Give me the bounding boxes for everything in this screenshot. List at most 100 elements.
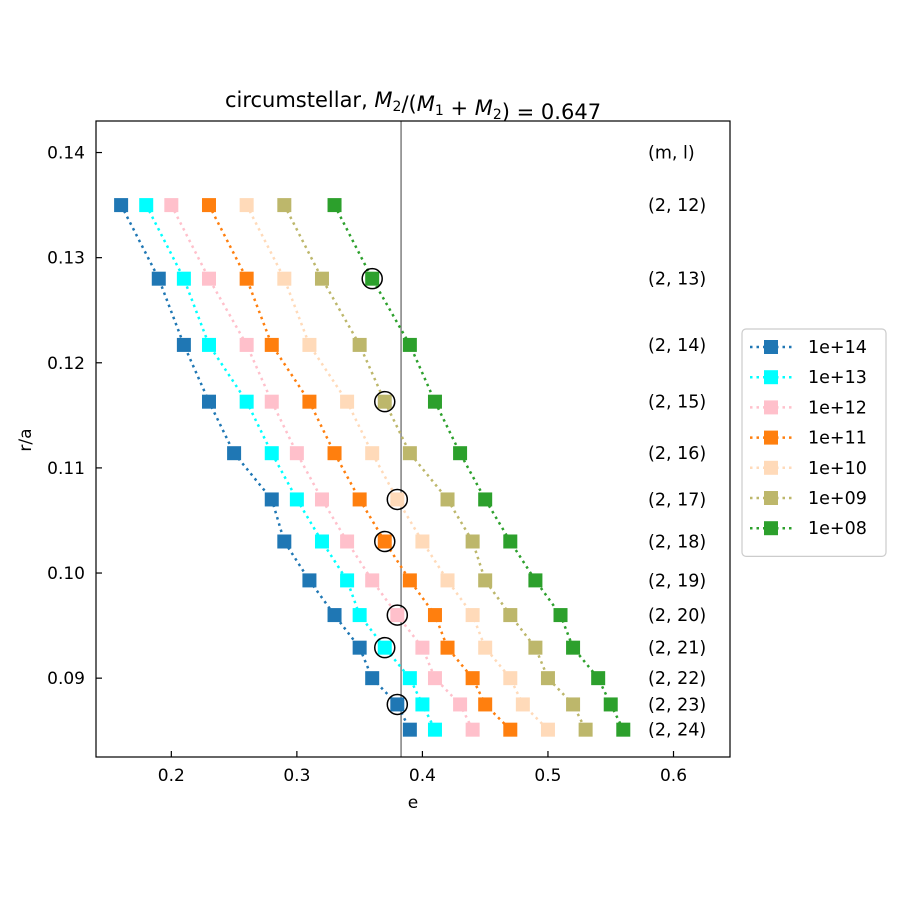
data-point <box>176 271 191 286</box>
plot-area <box>114 121 631 757</box>
series-1e+13 <box>139 198 442 737</box>
legend-label: 1e+09 <box>808 489 867 509</box>
data-point <box>264 337 279 352</box>
data-point <box>528 640 543 655</box>
row-labels: (m, l) (2, 12) (2, 13) (2, 14) (2, 15) (2, 16… <box>648 144 706 741</box>
legend-label: 1e+10 <box>808 459 867 479</box>
data-point <box>201 271 216 286</box>
data-point <box>201 337 216 352</box>
data-point <box>478 640 493 655</box>
data-point <box>427 671 442 686</box>
data-point <box>365 446 380 461</box>
row-label: (2, 24) <box>648 721 706 741</box>
series-1e+08 <box>327 198 631 737</box>
x-tick-label: 0.6 <box>660 766 687 786</box>
data-point <box>566 697 581 712</box>
data-point <box>402 573 417 588</box>
y-axis-label: r/a <box>16 428 36 451</box>
legend-item: 1e+13 <box>750 368 867 388</box>
legend: 1e+14 1e+13 1e+12 1e+11 1e+10 1e+09 1e+08 <box>741 328 887 557</box>
data-point <box>314 534 329 549</box>
row-label: (2, 13) <box>648 270 706 290</box>
circled-point <box>374 636 396 659</box>
legend-item: 1e+08 <box>750 519 867 539</box>
data-point <box>440 640 455 655</box>
data-point <box>327 198 342 213</box>
data-point <box>289 446 304 461</box>
x-axis-label: e <box>408 793 418 813</box>
legend-marker <box>764 400 778 415</box>
data-point <box>503 608 518 623</box>
data-point <box>503 671 518 686</box>
data-point <box>164 198 179 213</box>
legend-item: 1e+11 <box>750 429 867 449</box>
data-point <box>566 640 581 655</box>
y-tick-label: 0.09 <box>47 669 85 689</box>
data-point <box>390 492 405 507</box>
x-tick-label: 0.2 <box>158 766 185 786</box>
data-point <box>415 640 430 655</box>
data-point <box>427 394 442 409</box>
data-point <box>352 608 367 623</box>
legend-marker <box>764 460 778 475</box>
series-1e+10 <box>239 198 555 737</box>
row-label: (2, 16) <box>648 444 706 464</box>
row-label: (2, 14) <box>648 336 706 356</box>
data-point <box>515 697 530 712</box>
data-point <box>365 573 380 588</box>
data-point <box>302 573 317 588</box>
data-point <box>591 671 606 686</box>
data-point <box>365 671 380 686</box>
data-point <box>553 608 568 623</box>
circled-point <box>386 693 409 716</box>
y-tick-label: 0.14 <box>47 144 85 164</box>
data-point <box>465 722 480 737</box>
data-point <box>390 608 405 623</box>
circled-point <box>361 267 383 290</box>
row-label: (2, 19) <box>648 571 706 591</box>
data-point <box>427 722 442 737</box>
legend-item: 1e+09 <box>750 489 867 509</box>
data-point <box>440 492 455 507</box>
data-point <box>201 394 216 409</box>
data-point <box>465 671 480 686</box>
data-point <box>440 573 455 588</box>
data-point <box>151 271 166 286</box>
data-point <box>302 337 317 352</box>
data-point <box>302 394 317 409</box>
row-labels-header: (m, l) <box>648 144 695 164</box>
data-point <box>264 394 279 409</box>
legend-label: 1e+14 <box>808 338 867 358</box>
data-point <box>139 198 154 213</box>
legend-item: 1e+12 <box>750 398 867 418</box>
data-point <box>616 722 631 737</box>
data-point <box>340 573 355 588</box>
data-point <box>453 446 468 461</box>
row-label: (2, 12) <box>648 196 706 216</box>
y-tick-label: 0.11 <box>47 459 85 479</box>
data-point <box>201 198 216 213</box>
data-point <box>528 573 543 588</box>
x-tick-label: 0.4 <box>409 766 436 786</box>
data-point <box>377 394 392 409</box>
row-label: (2, 21) <box>648 639 706 659</box>
y-tick-label: 0.10 <box>47 564 85 584</box>
circled-point <box>386 604 409 626</box>
series-1e+09 <box>277 198 593 737</box>
data-point <box>340 394 355 409</box>
data-point <box>264 446 279 461</box>
data-point <box>340 534 355 549</box>
chart-title: circumstellar, M2/(M1 + M2) = 0.647 <box>225 88 601 124</box>
series-1e+11 <box>201 198 518 737</box>
series-1e+14 <box>114 198 417 737</box>
data-point <box>465 608 480 623</box>
data-point <box>327 608 342 623</box>
circled-point <box>374 530 396 553</box>
series-1e+12 <box>164 198 480 737</box>
data-point <box>277 271 292 286</box>
legend-item: 1e+10 <box>750 459 867 479</box>
data-point <box>114 198 129 213</box>
data-point <box>314 271 329 286</box>
